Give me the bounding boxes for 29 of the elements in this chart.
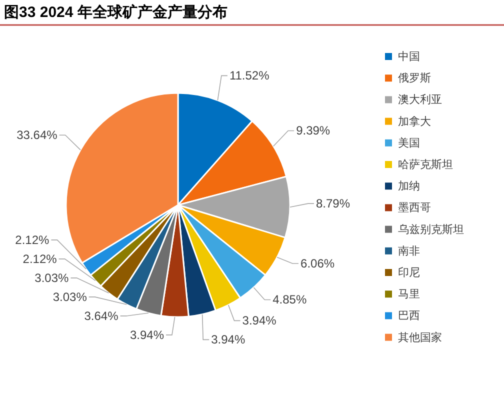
legend-label: 南非: [398, 244, 420, 258]
legend-label: 加拿大: [398, 114, 431, 128]
data-label: 3.03%: [52, 290, 88, 304]
data-label: 3.94%: [211, 332, 246, 347]
data-label: 3.64%: [84, 308, 119, 323]
data-label: 2.12%: [22, 252, 58, 266]
data-label: 3.03%: [34, 270, 70, 285]
legend-label: 印尼: [398, 266, 420, 279]
data-label: 9.39%: [296, 124, 330, 138]
legend-label: 其他国家: [398, 330, 442, 344]
data-label: 11.52%: [229, 68, 270, 83]
data-label: 33.64%: [16, 128, 58, 142]
legend-label: 巴西: [398, 310, 420, 322]
legend-label: 马里: [398, 288, 420, 301]
chart-title: 图33 2024 年全球矿产金产量分布: [4, 3, 228, 21]
data-label: 8.79%: [316, 196, 350, 211]
data-label: 6.06%: [300, 256, 335, 271]
legend-label: 乌兹别克斯坦: [398, 222, 464, 236]
legend-label: 俄罗斯: [398, 72, 431, 85]
data-label: 3.94%: [242, 314, 277, 328]
legend-label: 加纳: [398, 180, 420, 193]
data-label: 3.94%: [130, 328, 164, 342]
data-label: 4.85%: [272, 292, 307, 307]
legend-label: 中国: [398, 50, 420, 63]
legend-label: 墨西哥: [398, 202, 431, 214]
legend-label: 澳大利亚: [398, 93, 442, 106]
data-label: 2.12%: [15, 232, 50, 247]
legend-label: 哈萨克斯坦: [398, 158, 453, 171]
legend-label: 美国: [398, 136, 420, 150]
